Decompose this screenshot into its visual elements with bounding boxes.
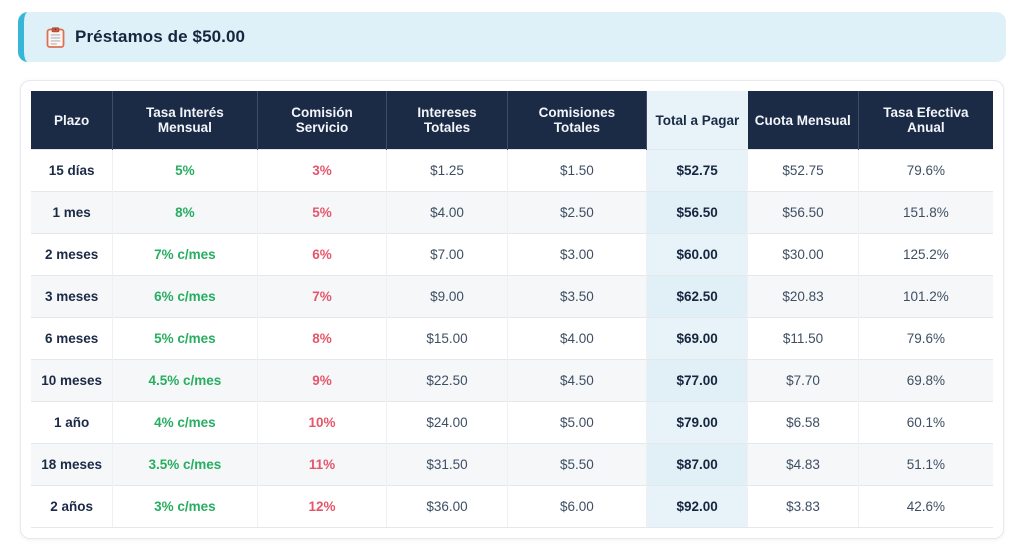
cell-tasa-efectiva-anual: 69.8% [858, 360, 993, 402]
cell-tasa-efectiva-anual: 101.2% [858, 276, 993, 318]
table-row: 2 meses7% c/mes6%$7.00$3.00$60.00$30.001… [31, 234, 993, 276]
cell-comisiones-totales: $3.00 [507, 234, 646, 276]
cell-cuota-mensual: $56.50 [748, 192, 859, 234]
cell-intereses-totales: $7.00 [387, 234, 507, 276]
cell-tasa-interes-mensual: 3% c/mes [113, 486, 257, 528]
cell-tasa-efectiva-anual: 125.2% [858, 234, 993, 276]
cell-comision-servicio: 6% [257, 234, 387, 276]
loan-table-card: PlazoTasa Interés MensualComisión Servic… [20, 80, 1004, 539]
cell-comision-servicio: 7% [257, 276, 387, 318]
cell-tasa-efectiva-anual: 51.1% [858, 444, 993, 486]
cell-tasa-efectiva-anual: 151.8% [858, 192, 993, 234]
cell-tasa-interes-mensual: 4.5% c/mes [113, 360, 257, 402]
cell-comisiones-totales: $2.50 [507, 192, 646, 234]
cell-comisiones-totales: $5.50 [507, 444, 646, 486]
cell-comisiones-totales: $5.00 [507, 402, 646, 444]
cell-plazo: 18 meses [31, 444, 113, 486]
cell-cuota-mensual: $20.83 [748, 276, 859, 318]
cell-comision-servicio: 8% [257, 318, 387, 360]
table-row: 1 año4% c/mes10%$24.00$5.00$79.00$6.5860… [31, 402, 993, 444]
cell-intereses-totales: $15.00 [387, 318, 507, 360]
table-row: 6 meses5% c/mes8%$15.00$4.00$69.00$11.50… [31, 318, 993, 360]
cell-total-a-pagar: $69.00 [647, 318, 748, 360]
cell-plazo: 1 año [31, 402, 113, 444]
table-row: 15 días5%3%$1.25$1.50$52.75$52.7579.6% [31, 150, 993, 192]
cell-cuota-mensual: $52.75 [748, 150, 859, 192]
clipboard-icon [46, 27, 65, 48]
cell-cuota-mensual: $3.83 [748, 486, 859, 528]
column-header-comisiones-totales: Comisiones Totales [507, 91, 646, 150]
loan-terms-table: PlazoTasa Interés MensualComisión Servic… [31, 91, 993, 528]
page-title: Préstamos de $50.00 [75, 27, 245, 47]
cell-comision-servicio: 11% [257, 444, 387, 486]
cell-plazo: 1 mes [31, 192, 113, 234]
cell-total-a-pagar: $52.75 [647, 150, 748, 192]
cell-comisiones-totales: $4.50 [507, 360, 646, 402]
column-header-total-a-pagar: Total a Pagar [647, 91, 748, 150]
cell-plazo: 6 meses [31, 318, 113, 360]
cell-tasa-interes-mensual: 5% [113, 150, 257, 192]
cell-total-a-pagar: $92.00 [647, 486, 748, 528]
table-row: 2 años3% c/mes12%$36.00$6.00$92.00$3.834… [31, 486, 993, 528]
column-header-tasa-efectiva-anual: Tasa Efectiva Anual [858, 91, 993, 150]
cell-intereses-totales: $31.50 [387, 444, 507, 486]
cell-total-a-pagar: $77.00 [647, 360, 748, 402]
cell-tasa-interes-mensual: 7% c/mes [113, 234, 257, 276]
cell-total-a-pagar: $56.50 [647, 192, 748, 234]
cell-comision-servicio: 12% [257, 486, 387, 528]
cell-tasa-efectiva-anual: 60.1% [858, 402, 993, 444]
table-row: 10 meses4.5% c/mes9%$22.50$4.50$77.00$7.… [31, 360, 993, 402]
cell-tasa-efectiva-anual: 79.6% [858, 150, 993, 192]
cell-intereses-totales: $22.50 [387, 360, 507, 402]
cell-intereses-totales: $4.00 [387, 192, 507, 234]
column-header-intereses-totales: Intereses Totales [387, 91, 507, 150]
cell-tasa-efectiva-anual: 42.6% [858, 486, 993, 528]
cell-total-a-pagar: $62.50 [647, 276, 748, 318]
cell-tasa-interes-mensual: 8% [113, 192, 257, 234]
table-row: 3 meses6% c/mes7%$9.00$3.50$62.50$20.831… [31, 276, 993, 318]
cell-intereses-totales: $36.00 [387, 486, 507, 528]
column-header-tasa-interes-mensual: Tasa Interés Mensual [113, 91, 257, 150]
cell-comision-servicio: 9% [257, 360, 387, 402]
cell-total-a-pagar: $87.00 [647, 444, 748, 486]
cell-cuota-mensual: $30.00 [748, 234, 859, 276]
cell-intereses-totales: $1.25 [387, 150, 507, 192]
cell-comisiones-totales: $3.50 [507, 276, 646, 318]
table-header: PlazoTasa Interés MensualComisión Servic… [31, 91, 993, 150]
table-body: 15 días5%3%$1.25$1.50$52.75$52.7579.6%1 … [31, 150, 993, 528]
cell-tasa-interes-mensual: 4% c/mes [113, 402, 257, 444]
loan-title-callout: Préstamos de $50.00 [18, 12, 1006, 62]
cell-plazo: 2 años [31, 486, 113, 528]
cell-cuota-mensual: $6.58 [748, 402, 859, 444]
cell-plazo: 2 meses [31, 234, 113, 276]
cell-tasa-interes-mensual: 3.5% c/mes [113, 444, 257, 486]
table-row: 18 meses3.5% c/mes11%$31.50$5.50$87.00$4… [31, 444, 993, 486]
cell-tasa-interes-mensual: 6% c/mes [113, 276, 257, 318]
cell-intereses-totales: $24.00 [387, 402, 507, 444]
cell-plazo: 3 meses [31, 276, 113, 318]
cell-cuota-mensual: $11.50 [748, 318, 859, 360]
header-row: PlazoTasa Interés MensualComisión Servic… [31, 91, 993, 150]
cell-cuota-mensual: $7.70 [748, 360, 859, 402]
cell-plazo: 10 meses [31, 360, 113, 402]
column-header-plazo: Plazo [31, 91, 113, 150]
cell-comisiones-totales: $1.50 [507, 150, 646, 192]
cell-comision-servicio: 3% [257, 150, 387, 192]
table-row: 1 mes8%5%$4.00$2.50$56.50$56.50151.8% [31, 192, 993, 234]
cell-tasa-interes-mensual: 5% c/mes [113, 318, 257, 360]
cell-comisiones-totales: $4.00 [507, 318, 646, 360]
cell-comision-servicio: 10% [257, 402, 387, 444]
cell-cuota-mensual: $4.83 [748, 444, 859, 486]
cell-intereses-totales: $9.00 [387, 276, 507, 318]
cell-plazo: 15 días [31, 150, 113, 192]
cell-total-a-pagar: $79.00 [647, 402, 748, 444]
cell-comisiones-totales: $6.00 [507, 486, 646, 528]
cell-tasa-efectiva-anual: 79.6% [858, 318, 993, 360]
cell-total-a-pagar: $60.00 [647, 234, 748, 276]
column-header-cuota-mensual: Cuota Mensual [748, 91, 859, 150]
column-header-comision-servicio: Comisión Servicio [257, 91, 387, 150]
cell-comision-servicio: 5% [257, 192, 387, 234]
